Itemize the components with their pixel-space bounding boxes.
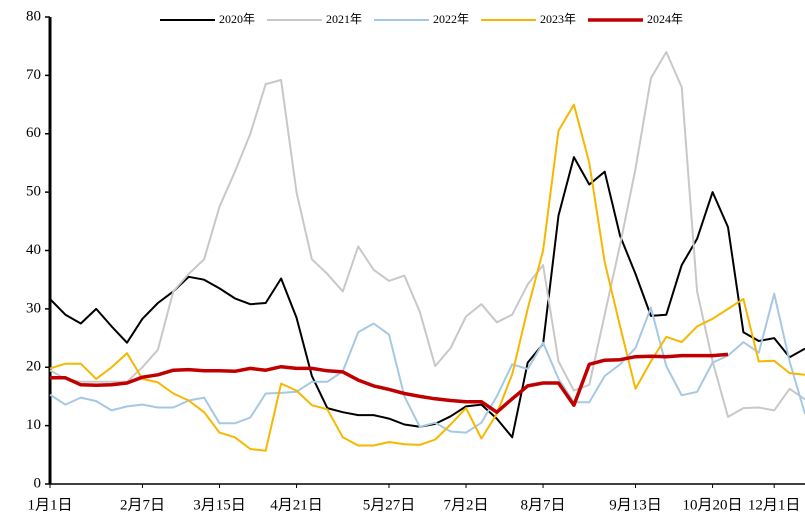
series-line [49,51,805,418]
legend-label: 2024年 [647,12,683,26]
x-tick-label: 7月2日 [444,497,489,513]
y-tick-label: 30 [26,300,41,316]
series-line [49,156,805,439]
x-tick-label: 9月13日 [609,497,662,513]
series-line [49,103,805,452]
x-tick-label: 2月7日 [120,497,165,513]
y-tick-label: 20 [26,359,41,375]
y-tick-label: 70 [26,67,41,83]
x-tick-label: 10月20日 [683,497,743,513]
legend-label: 2021年 [326,12,362,26]
legend-label: 2022年 [433,12,469,26]
legend-label: 2023年 [540,12,576,26]
series-line [49,292,805,434]
series-line [50,352,729,414]
x-tick-label: 5月27日 [363,497,416,513]
y-tick-label: 40 [26,242,41,258]
y-tick-label: 50 [26,184,41,200]
x-tick-label: 4月21日 [270,497,323,513]
y-tick-label: 60 [26,125,41,141]
x-tick-label: 8月7日 [521,497,566,513]
x-tick-label: 12月1日 [748,497,801,513]
x-tick-label: 1月1日 [27,497,72,513]
y-tick-label: 80 [26,8,41,24]
y-tick-label: 10 [26,417,41,433]
x-tick-label: 3月15日 [193,497,246,513]
legend-label: 2020年 [219,12,255,26]
y-tick-label: 0 [34,475,42,491]
